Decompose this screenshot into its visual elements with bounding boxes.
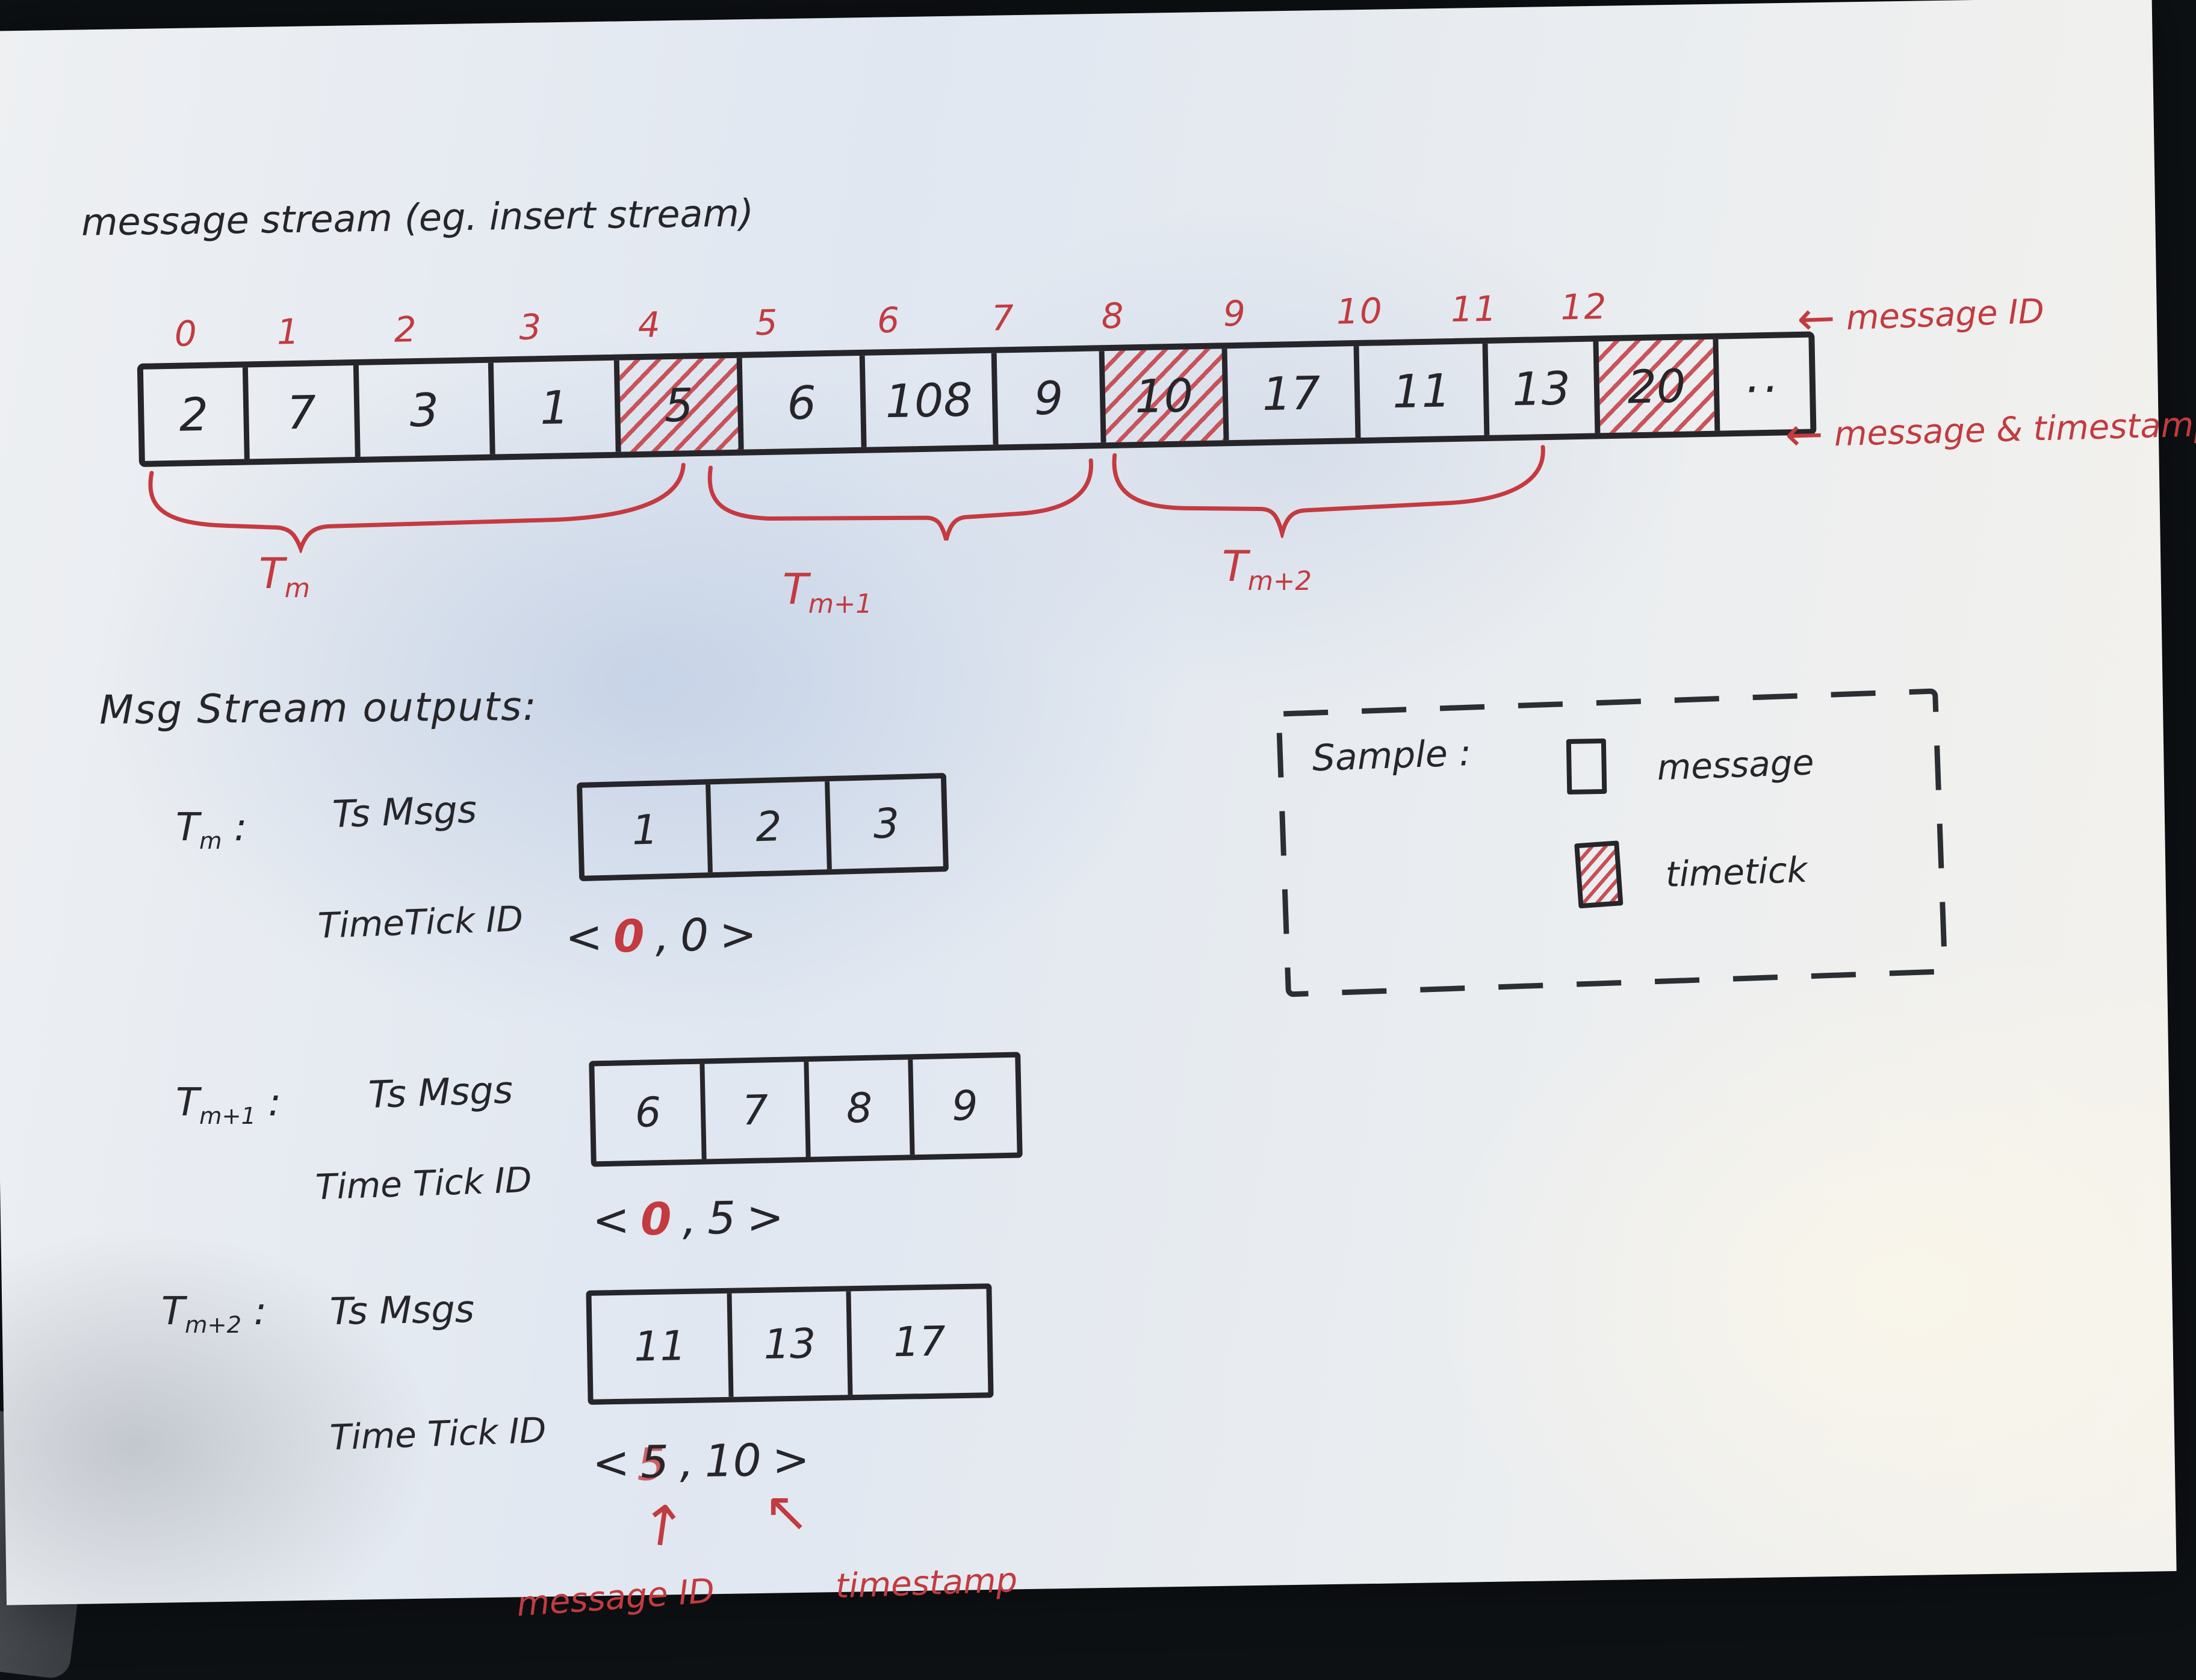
stream-index: 12 bbox=[1527, 285, 1642, 329]
msgs-cell: 6 bbox=[594, 1064, 701, 1162]
stream-cell: 3 bbox=[353, 363, 490, 457]
stream-cell: 1 bbox=[488, 361, 616, 454]
stream-cell: 6 bbox=[737, 356, 861, 450]
msgs-cell: 3 bbox=[825, 778, 943, 869]
stream-index: 2 bbox=[341, 308, 471, 351]
annotation-message-timestamp: ←message & timestamp bbox=[1784, 397, 2196, 462]
annotation-message-id: ←message ID bbox=[1796, 284, 2046, 346]
stream-cell: 7 bbox=[243, 365, 355, 459]
msgs-cell: 13 bbox=[727, 1291, 848, 1396]
timestamp-pointer-label: timestamp bbox=[835, 1561, 1018, 1607]
msgs-cell: 1 bbox=[582, 784, 708, 875]
tm2-msgs-box: 11 13 17 bbox=[586, 1283, 993, 1405]
timetick-swatch-icon bbox=[1574, 840, 1623, 908]
left-arrow-icon: ← bbox=[1784, 407, 1824, 462]
stream-index: 5 bbox=[708, 301, 826, 344]
msgs-cell: 2 bbox=[706, 781, 827, 872]
left-arrow-icon: ← bbox=[1796, 291, 1837, 346]
message-stream-array: 0 1 2 3 4 5 6 7 8 9 10 11 12 2 7 3 1 5 6 bbox=[135, 246, 1817, 466]
window-label-tm2: Tm+2 bbox=[1222, 542, 1312, 597]
stream-cell-timetick: 20 bbox=[1593, 339, 1714, 433]
up-arrow-icon: ↑ bbox=[635, 1491, 690, 1561]
msgs-cell: 8 bbox=[804, 1059, 910, 1157]
message-id-pointer-label: message ID bbox=[515, 1572, 716, 1625]
stream-index: 9 bbox=[1171, 292, 1298, 335]
legend-item-timetick: timetick bbox=[1665, 849, 1808, 895]
timetick-label: TimeTick ID bbox=[317, 898, 524, 946]
window-label-tm1: Tm+1 bbox=[783, 565, 872, 619]
stream-cell: 2 bbox=[143, 368, 244, 461]
legend-item-message: message bbox=[1657, 742, 1815, 788]
legend-box: Sample : message timetick bbox=[1274, 687, 1949, 999]
window-brace-tm2 bbox=[1106, 442, 1556, 541]
page-title: message stream (eg. insert stream) bbox=[81, 191, 754, 244]
legend-title: Sample : bbox=[1312, 732, 1472, 780]
annotation-message-timestamp-text: message & timestamp bbox=[1834, 405, 2196, 454]
stream-index: 10 bbox=[1298, 290, 1422, 333]
stream-cell: 108 bbox=[860, 353, 993, 447]
stream-cell: 11 bbox=[1354, 344, 1484, 438]
upleft-arrow-icon: ↖ bbox=[763, 1480, 810, 1544]
timetick-label: Time Tick ID bbox=[329, 1410, 547, 1458]
window-brace-tm1 bbox=[701, 451, 1103, 550]
stream-index: 3 bbox=[470, 305, 591, 349]
row-msgs-label: Ts Msgs bbox=[332, 787, 477, 836]
row-label-tm: Tm : bbox=[176, 805, 247, 855]
timetick-value-tm: <0,0> bbox=[559, 908, 763, 964]
row-label-tm2: Tm+2 : bbox=[161, 1289, 267, 1339]
stream-cell: 13 bbox=[1483, 342, 1595, 436]
stream-cell-timetick: 10 bbox=[1099, 349, 1224, 442]
msgs-cell: 11 bbox=[592, 1294, 729, 1399]
stream-index: 6 bbox=[825, 299, 952, 342]
stream-index: 1 bbox=[235, 310, 341, 353]
tm1-msgs-box: 6 7 8 9 bbox=[589, 1052, 1023, 1167]
message-swatch-icon bbox=[1566, 739, 1607, 795]
timetick-label: Time Tick ID bbox=[315, 1159, 533, 1208]
stream-index: 0 bbox=[136, 312, 236, 355]
annotation-message-id-text: message ID bbox=[1846, 292, 2045, 338]
stream-cell: 9 bbox=[991, 351, 1101, 444]
outputs-heading: Msg Stream outputs: bbox=[99, 683, 538, 733]
stream-cell: 17 bbox=[1222, 346, 1356, 440]
stream-cell-timetick: 5 bbox=[614, 358, 739, 452]
msgs-cell: 17 bbox=[846, 1289, 988, 1395]
window-label-tm: Tm bbox=[259, 549, 310, 604]
stream-index: 4 bbox=[591, 303, 709, 347]
stream-index: 11 bbox=[1421, 288, 1527, 330]
row-msgs-label: Ts Msgs bbox=[368, 1068, 513, 1117]
stream-index: 7 bbox=[952, 297, 1055, 339]
timetick-value-tm1: <0,5> bbox=[586, 1191, 790, 1247]
stream-index: 8 bbox=[1054, 294, 1172, 338]
msgs-cell: 9 bbox=[908, 1058, 1017, 1155]
window-brace-tm bbox=[138, 458, 696, 556]
tm-msgs-box: 1 2 3 bbox=[577, 773, 949, 881]
msgs-cell: 7 bbox=[699, 1062, 805, 1159]
row-label-tm1: Tm+1 : bbox=[176, 1080, 281, 1130]
row-msgs-label: Ts Msgs bbox=[329, 1287, 474, 1333]
